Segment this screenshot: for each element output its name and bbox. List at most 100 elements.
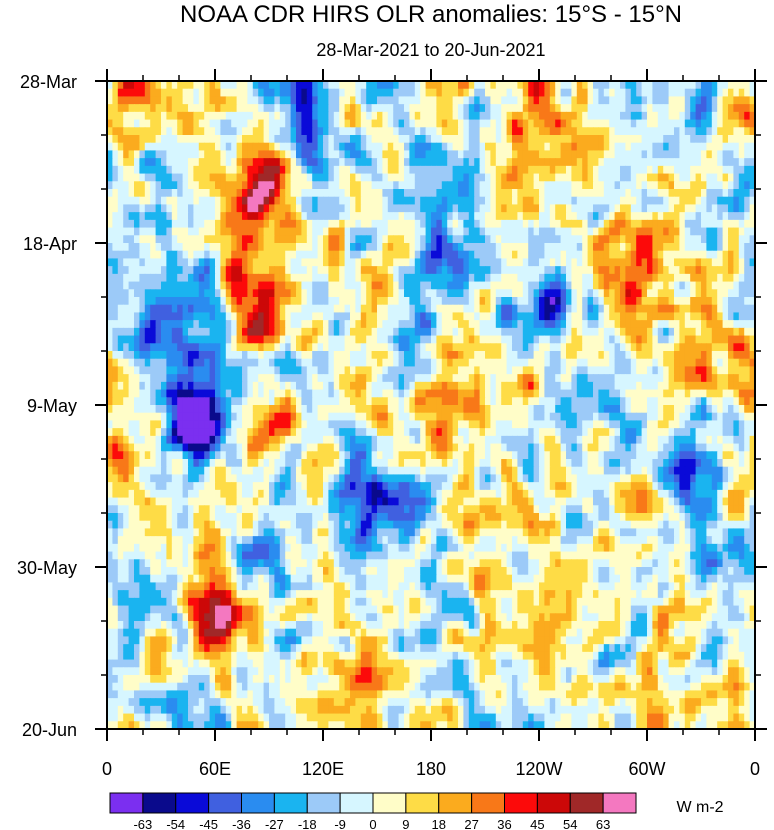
heatmap-cell [425,273,432,283]
heatmap-cell [495,351,502,360]
heatmap-cell [603,158,610,167]
heatmap-cell [139,389,146,398]
heatmap-cell [447,81,454,90]
heatmap-cell [517,227,524,236]
heatmap-cell [485,258,491,267]
heatmap-cell [479,165,486,175]
heatmap-cell [225,273,232,283]
heatmap-cell [225,289,232,298]
heatmap-cell [690,81,697,90]
heatmap-cell [549,165,556,175]
heatmap-cell [285,381,292,391]
heatmap-cell [290,173,297,182]
heatmap-cell [544,258,551,267]
heatmap-cell [360,351,367,360]
heatmap-cell [360,212,367,221]
heatmap-cell [166,119,173,128]
heatmap-cell [571,243,578,252]
heatmap-cell [647,104,653,113]
heatmap-cell [620,358,626,368]
heatmap-cell [171,289,178,298]
heatmap-cell [123,119,130,128]
heatmap-cell [425,142,432,152]
heatmap-cell [517,88,524,98]
heatmap-cell [404,181,410,190]
heatmap-cell [603,196,610,206]
heatmap-cell [495,273,502,283]
heatmap-cell [431,104,437,113]
heatmap-cell [566,335,572,344]
heatmap-cell [128,281,135,290]
heatmap-cell [701,158,707,167]
heatmap-cell [458,111,464,121]
heatmap-cell [285,343,292,352]
heatmap-cell [636,96,643,105]
heatmap-cell [744,389,751,398]
heatmap-cell [323,343,329,352]
heatmap-cell [177,165,184,175]
heatmap-cell [339,119,346,128]
heatmap-cell [560,312,567,321]
heatmap-cell [177,88,184,98]
heatmap-cell [501,374,508,383]
heatmap-cell [344,358,351,368]
heatmap-cell [539,111,545,121]
heatmap-cell [485,327,491,337]
heatmap-cell [377,297,383,306]
heatmap-cell [501,281,508,290]
heatmap-cell [749,227,755,236]
heatmap-cell [117,142,124,152]
heatmap-cell [674,389,680,398]
heatmap-cell [306,397,313,406]
heatmap-cell [468,273,475,283]
heatmap-cell [684,165,691,175]
heatmap-cell [431,312,437,321]
heatmap-cell [128,243,135,252]
heatmap-cell [528,119,535,128]
heatmap-cell [695,227,702,236]
chart-title: NOAA CDR HIRS OLR anomalies: 15°S - 15°N [179,1,683,28]
heatmap-cell [155,266,162,275]
heatmap-cell [285,389,292,398]
heatmap-cell [717,243,724,252]
heatmap-cell [652,312,659,321]
heatmap-cell [463,235,470,244]
heatmap-cell [625,204,632,213]
heatmap-cell [539,312,545,321]
heatmap-cell [555,227,562,236]
heatmap-cell [371,142,378,152]
heatmap-cell [641,111,648,121]
heatmap-cell [544,320,551,329]
heatmap-cell [317,227,324,236]
heatmap-cell [522,196,529,206]
heatmap-cell [139,189,146,198]
heatmap-cell [263,266,270,275]
heatmap-cell [641,135,648,144]
heatmap-cell [112,158,119,167]
heatmap-cell [231,135,238,144]
heatmap-cell [506,235,513,244]
heatmap-cell [744,258,751,267]
heatmap-cell [463,273,470,283]
heatmap-cell [566,343,572,352]
heatmap-cell [690,173,697,182]
heatmap-cell [171,173,178,182]
heatmap-cell [458,88,464,98]
heatmap-cell [506,111,513,121]
heatmap-cell [641,235,648,244]
heatmap-cell [328,235,335,244]
heatmap-cell [209,273,216,283]
heatmap-cell [544,81,551,90]
heatmap-cell [323,397,329,406]
heatmap-cell [258,335,265,344]
heatmap-cell [123,165,130,175]
heatmap-cell [490,165,497,175]
heatmap-cell [614,135,621,144]
heatmap-cell [312,297,319,306]
heatmap-cell [204,181,211,190]
heatmap-cell [706,358,713,368]
heatmap-cell [522,150,529,159]
heatmap-cell [738,320,745,329]
heatmap-cell [474,235,481,244]
heatmap-cell [630,235,637,244]
